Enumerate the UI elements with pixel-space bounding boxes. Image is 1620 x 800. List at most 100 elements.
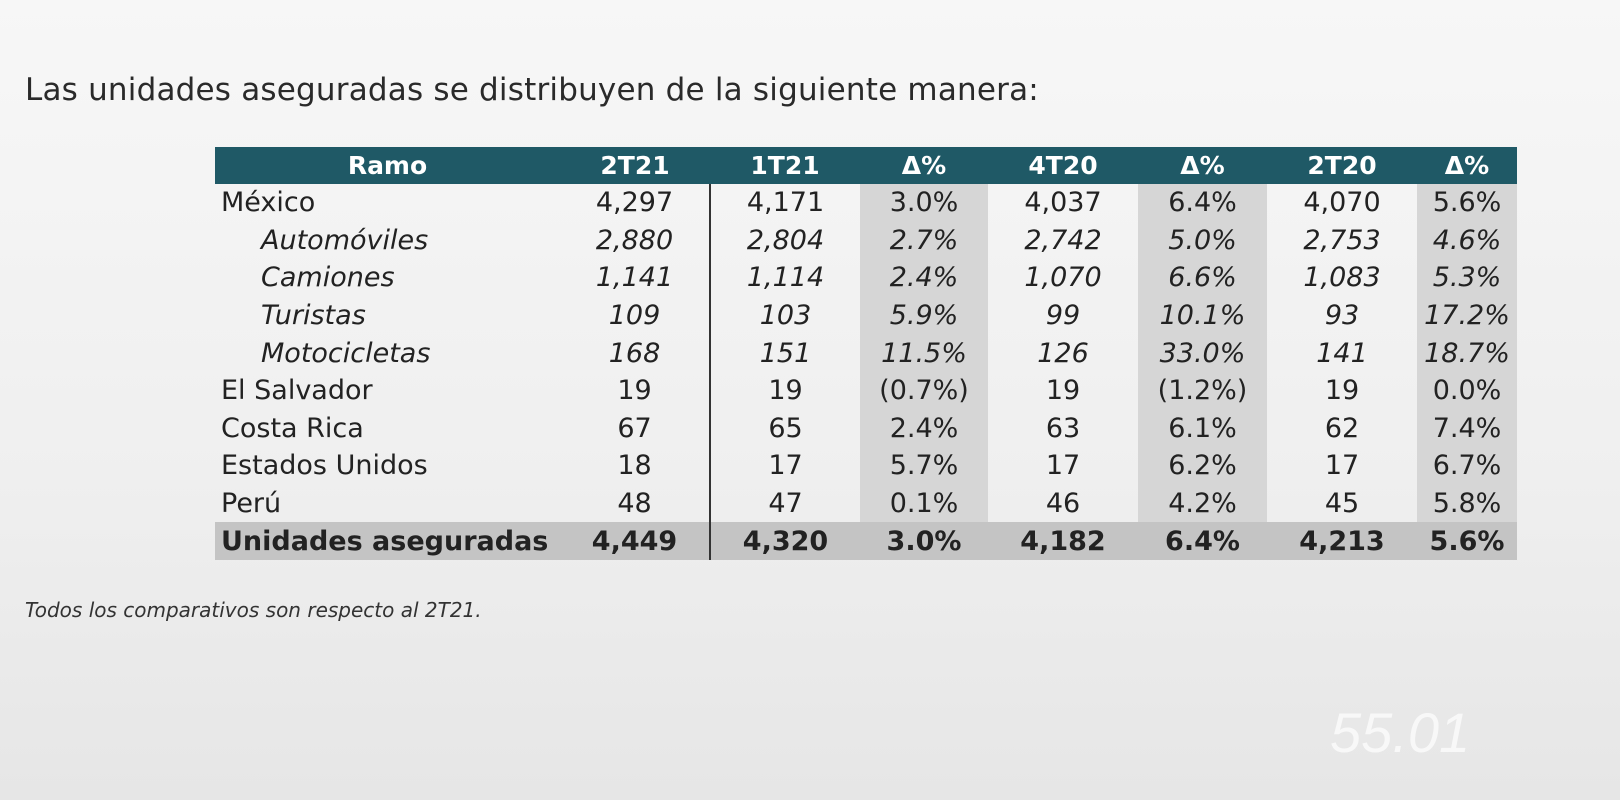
value-cell: 2,880 xyxy=(595,224,674,256)
column-header: Ramo xyxy=(215,147,560,184)
delta-cell: 5.8% xyxy=(1417,484,1517,523)
column-header: Δ% xyxy=(860,147,988,184)
value-cell: 17 xyxy=(1324,450,1360,482)
value-cell: 19 xyxy=(709,371,860,410)
value-cell: 63 xyxy=(1045,412,1081,444)
value-cell: 151 xyxy=(709,334,860,372)
delta-cell: 6.4% xyxy=(1138,522,1267,561)
delta-cell: 17.2% xyxy=(1417,296,1517,335)
delta-cell: 5.6% xyxy=(1417,522,1517,561)
delta-cell: 6.6% xyxy=(1138,259,1267,297)
value-cell: 67 xyxy=(617,412,652,444)
value-cell: 62 xyxy=(1324,412,1360,444)
total-row: Unidades aseguradas 4,449 4,320 3.0% 4,182 6.… xyxy=(215,522,1517,561)
value-cell: 46 xyxy=(1045,488,1081,520)
column-header: Δ% xyxy=(1417,147,1517,184)
delta-cell: 2.7% xyxy=(860,221,988,260)
value-cell: 4,449 xyxy=(560,522,710,561)
footnote: Todos los comparativos son respecto al 2… xyxy=(25,598,482,622)
value-cell: 168 xyxy=(608,337,661,369)
column-header: 2T20 xyxy=(1267,147,1417,184)
delta-cell: 4.2% xyxy=(1138,484,1267,523)
value-cell: 99 xyxy=(1045,300,1081,332)
value-cell: 17 xyxy=(709,447,860,485)
value-cell: 1,114 xyxy=(709,259,860,297)
table-row: Automóviles 2,880 2,804 2.7% 2,742 5.0% 2,753 4… xyxy=(215,221,1517,260)
value-cell: 141 xyxy=(1316,337,1368,369)
value-cell: 19 xyxy=(1045,375,1081,407)
row-label: Turistas xyxy=(261,300,366,332)
table-row: Estados Unidos 18 17 5.7% 17 6.2% 17 6.7% xyxy=(215,447,1517,485)
value-cell: 4,171 xyxy=(709,184,860,222)
delta-cell: 5.6% xyxy=(1417,184,1517,222)
row-label: Camiones xyxy=(261,262,395,294)
table-row: Turistas 109 103 5.9% 99 10.1% 93 17.2% xyxy=(215,296,1517,335)
column-header: 1T21 xyxy=(710,147,860,184)
delta-cell: 3.0% xyxy=(860,184,988,222)
row-label: Motocicletas xyxy=(261,337,431,369)
delta-cell: 0.1% xyxy=(860,484,988,523)
delta-cell: 5.7% xyxy=(860,447,988,485)
value-cell: 45 xyxy=(1324,488,1360,520)
value-cell: 4,182 xyxy=(988,522,1138,561)
value-cell: 1,070 xyxy=(1024,262,1102,294)
value-cell: 103 xyxy=(709,296,860,335)
watermark: 55.01 xyxy=(1330,701,1471,764)
delta-cell: 5.9% xyxy=(860,296,988,335)
value-cell: 19 xyxy=(617,375,652,407)
delta-cell: (1.2%) xyxy=(1138,371,1267,410)
value-cell: 4,213 xyxy=(1267,522,1417,561)
table-row: Motocicletas 168 151 11.5% 126 33.0% 141 18.7% xyxy=(215,334,1517,372)
column-header: 2T21 xyxy=(560,147,710,184)
value-cell: 17 xyxy=(1045,450,1081,482)
value-cell: 4,297 xyxy=(595,187,674,219)
delta-cell: 3.0% xyxy=(860,522,988,561)
delta-cell: 6.2% xyxy=(1138,447,1267,485)
delta-cell: 11.5% xyxy=(860,334,988,372)
delta-cell: 5.0% xyxy=(1138,221,1267,260)
delta-cell: 6.1% xyxy=(1138,409,1267,448)
row-label: El Salvador xyxy=(221,375,373,407)
value-cell: 18 xyxy=(617,450,652,482)
delta-cell: 6.4% xyxy=(1138,184,1267,222)
row-label: Perú xyxy=(221,488,282,520)
row-label: Estados Unidos xyxy=(221,450,428,482)
value-cell: 1,141 xyxy=(595,262,674,294)
value-cell: 1,083 xyxy=(1303,262,1381,294)
delta-cell: 5.3% xyxy=(1417,259,1517,297)
column-header: Δ% xyxy=(1138,147,1267,184)
table-row: El Salvador 19 19 (0.7%) 19 (1.2%) 19 0.0% xyxy=(215,371,1517,410)
page-title: Las unidades aseguradas se distribuyen d… xyxy=(25,72,1039,108)
value-cell: 4,320 xyxy=(709,522,860,561)
table-header-row: Ramo 2T21 1T21 Δ% 4T20 Δ% 2T20 Δ% xyxy=(215,147,1517,184)
value-cell: 93 xyxy=(1324,300,1360,332)
value-cell: 2,804 xyxy=(709,221,860,260)
value-cell: 2,742 xyxy=(1024,224,1102,256)
table-row: Costa Rica 67 65 2.4% 63 6.1% 62 7.4% xyxy=(215,409,1517,448)
delta-cell: 2.4% xyxy=(860,259,988,297)
delta-cell: 10.1% xyxy=(1138,296,1267,335)
delta-cell: 4.6% xyxy=(1417,221,1517,260)
delta-cell: 2.4% xyxy=(860,409,988,448)
delta-cell: 6.7% xyxy=(1417,447,1517,485)
row-label: México xyxy=(221,187,316,219)
value-cell: 19 xyxy=(1324,375,1360,407)
row-label: Automóviles xyxy=(261,224,429,256)
delta-cell: 0.0% xyxy=(1417,371,1517,410)
table-row: México 4,297 4,171 3.0% 4,037 6.4% 4,070 5.6% xyxy=(215,184,1517,222)
row-label: Unidades aseguradas xyxy=(215,522,560,561)
insured-units-table: Ramo 2T21 1T21 Δ% 4T20 Δ% 2T20 Δ% México 4,297 4,… xyxy=(215,147,1517,561)
value-cell: 47 xyxy=(709,484,860,523)
value-cell: 48 xyxy=(617,488,652,520)
table-row: Camiones 1,141 1,114 2.4% 1,070 6.6% 1,083 5.3% xyxy=(215,259,1517,297)
value-cell: 4,037 xyxy=(1024,187,1102,219)
delta-cell: 7.4% xyxy=(1417,409,1517,448)
value-cell: 65 xyxy=(709,409,860,448)
delta-cell: 33.0% xyxy=(1138,334,1267,372)
row-label: Costa Rica xyxy=(221,412,364,444)
delta-cell: (0.7%) xyxy=(860,371,988,410)
value-cell: 109 xyxy=(608,300,661,332)
delta-cell: 18.7% xyxy=(1417,334,1517,372)
column-header: 4T20 xyxy=(988,147,1138,184)
value-cell: 126 xyxy=(1037,337,1089,369)
